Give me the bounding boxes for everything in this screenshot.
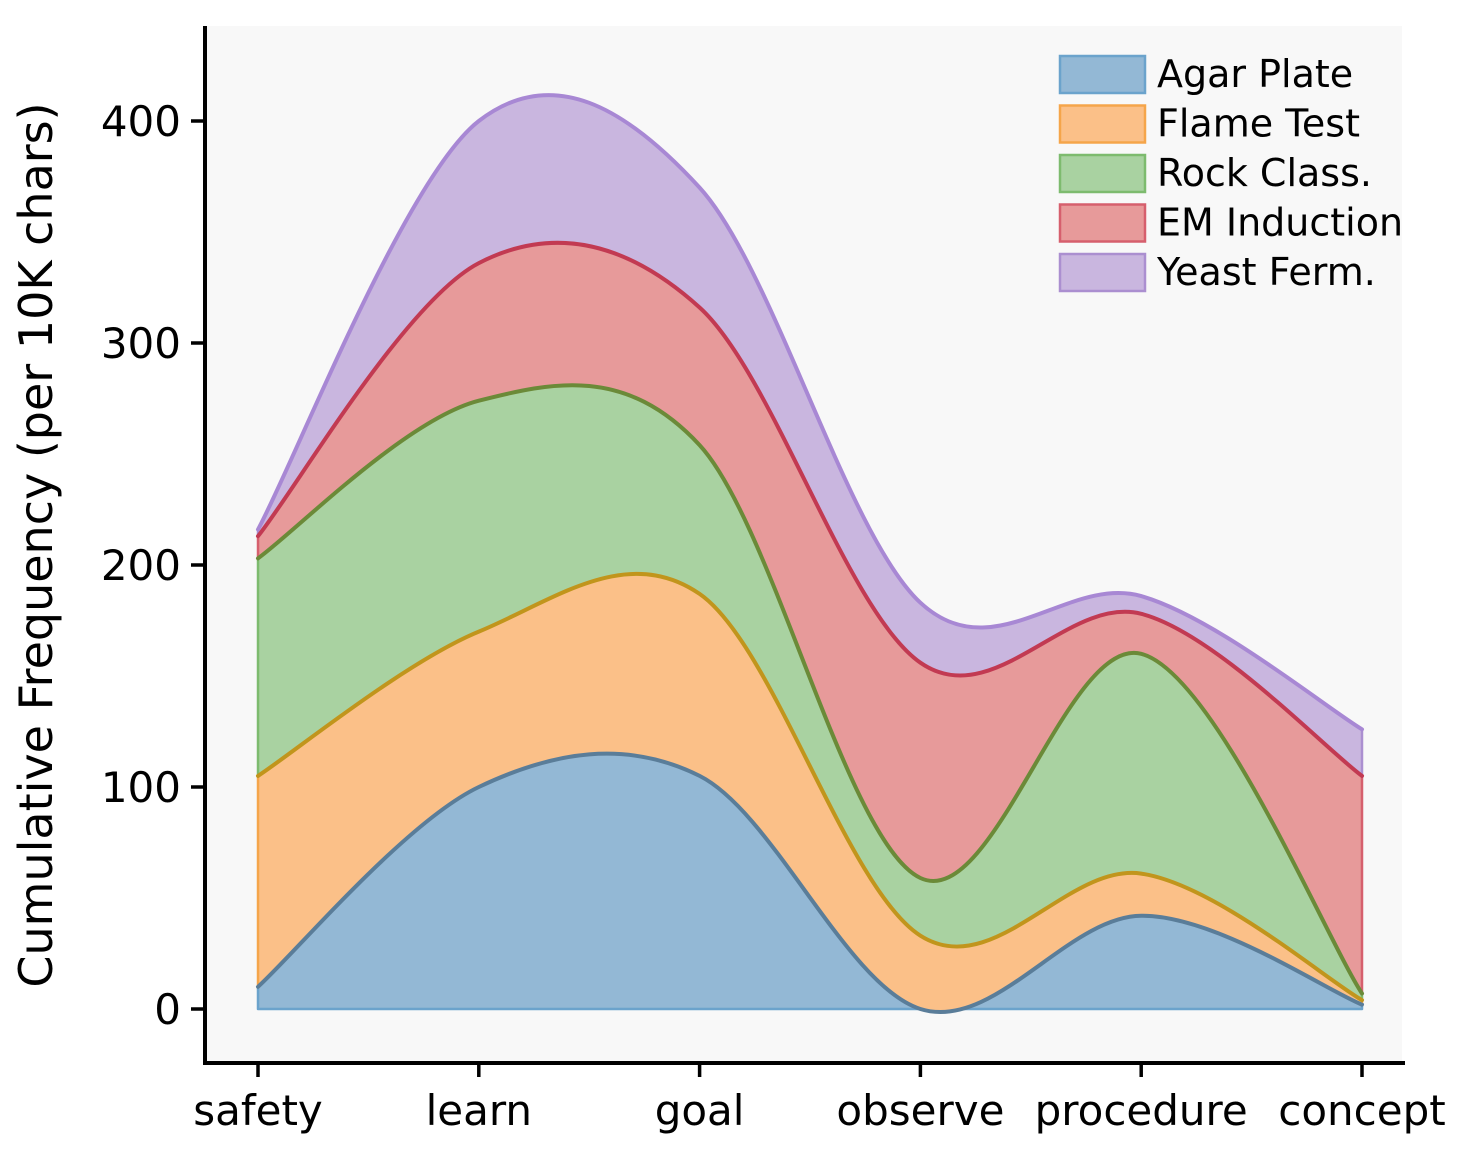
legend-label-flame-test: Flame Test	[1157, 102, 1360, 146]
legend-label-yeast-ferm: Yeast Ferm.	[1156, 250, 1376, 294]
x-tick-label-safety: safety	[193, 1086, 323, 1135]
y-tick-label-0: 0	[154, 985, 181, 1034]
legend-label-agar-plate: Agar Plate	[1157, 52, 1353, 96]
y-tick-label-200: 200	[101, 541, 181, 590]
y-tick-label-400: 400	[101, 97, 181, 146]
y-tick-label-100: 100	[101, 763, 181, 812]
legend-label-em-induction: EM Induction	[1157, 201, 1403, 245]
legend-item-em-induction: EM Induction	[1058, 201, 1403, 245]
boundary-line-flame-test	[256, 571, 1364, 1003]
legend-item-rock-class: Rock Class.	[1058, 151, 1372, 195]
legend-swatch-agar-plate	[1058, 54, 1147, 95]
y-axis-label: Cumulative Frequency (per 10K chars)	[9, 102, 63, 987]
x-tick-label-observe: observe	[836, 1086, 1004, 1135]
boundary-line-yeast-ferm	[256, 93, 1364, 732]
legend-item-agar-plate: Agar Plate	[1058, 52, 1353, 96]
legend-item-yeast-ferm: Yeast Ferm.	[1058, 250, 1376, 294]
x-tick-label-goal: goal	[655, 1086, 745, 1135]
legend-swatch-yeast-ferm	[1058, 252, 1147, 293]
boundary-line-rock-class	[256, 383, 1364, 996]
boundary-line-agar-plate	[256, 751, 1364, 1014]
legend-swatch-flame-test	[1058, 104, 1147, 144]
y-tick-label-300: 300	[101, 319, 181, 368]
legend-swatch-rock-class	[1058, 153, 1147, 194]
legend-label-rock-class: Rock Class.	[1157, 151, 1372, 195]
x-tick-label-learn: learn	[426, 1086, 532, 1135]
x-tick-label-procedure: procedure	[1035, 1086, 1248, 1135]
legend-item-flame-test: Flame Test	[1058, 102, 1360, 146]
boundary-line-em-induction	[256, 240, 1364, 778]
legend-swatch-em-induction	[1058, 203, 1147, 243]
x-tick-label-concept: concept	[1278, 1086, 1445, 1135]
